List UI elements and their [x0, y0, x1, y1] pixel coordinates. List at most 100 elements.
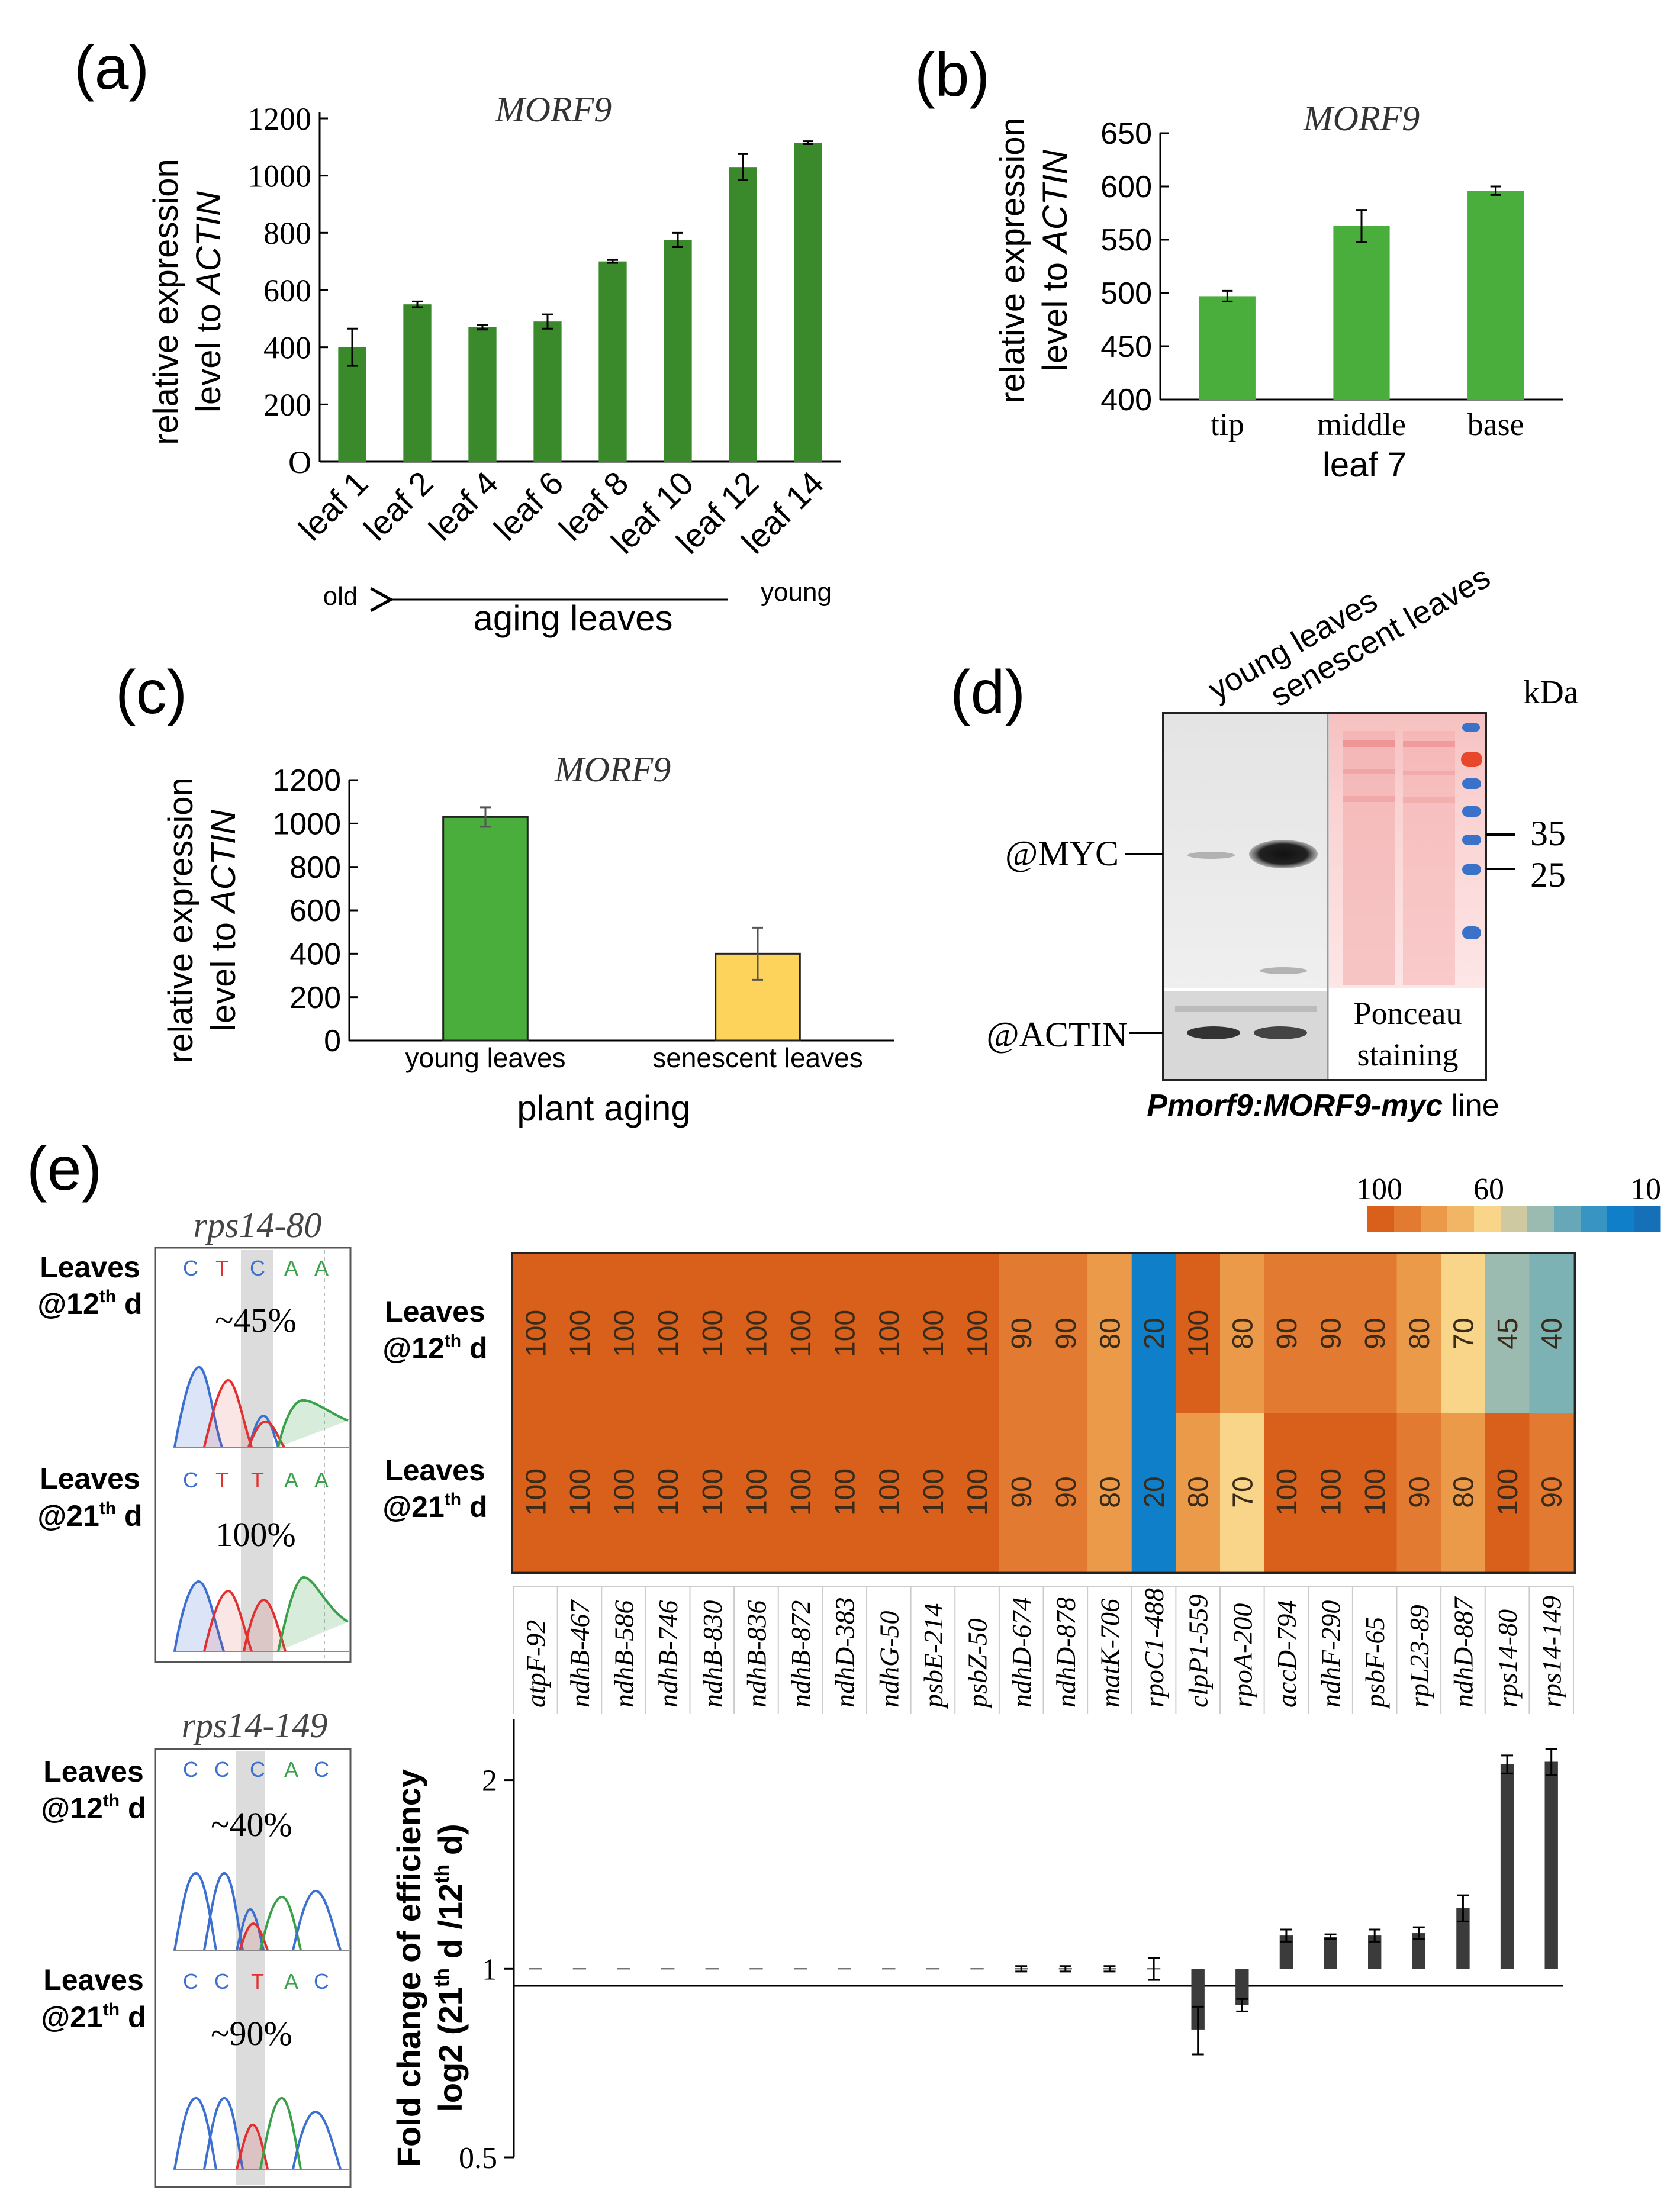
chrom2-row2-trace-green [259, 2097, 302, 2170]
heatmap-cell [1396, 1413, 1441, 1572]
colorbar-swatch [1581, 1206, 1608, 1232]
actin-band-young [1187, 1026, 1240, 1039]
colorbar-label: 60 [1473, 1173, 1504, 1206]
heatmap-value: 100 [697, 1468, 729, 1516]
panel-e-heatmap: 100 60 10 100 100 100 100 100 100 100 100 100 100 10… [382, 1173, 1661, 1714]
heatmap-cell [1220, 1254, 1265, 1413]
y-tick-label: 200 [289, 981, 341, 1015]
heatmap-value: 100 [786, 1468, 817, 1516]
heatmap-cell [1131, 1413, 1176, 1572]
heatmap-column-label: ndhD-383 [830, 1597, 860, 1708]
ladder-band-top [1462, 723, 1480, 732]
chrom2-row2-percent: ~90% [211, 2014, 292, 2053]
x-tick-label: tip [1211, 407, 1244, 442]
bar [1333, 226, 1390, 400]
heatmap-value: 100 [963, 1468, 994, 1516]
bar [749, 1968, 763, 1970]
heatmap-column-label: ndhB-872 [786, 1600, 816, 1708]
x-tick-label: leaf 4 [421, 464, 505, 547]
x-tick-label: leaf 6 [487, 464, 570, 547]
chrom2-row2-trace-blue3 [292, 2111, 342, 2170]
heatmap-cell [999, 1413, 1044, 1572]
base-call: A [284, 1969, 298, 1993]
y-tick-label: 400 [1100, 383, 1152, 417]
heatmap-cell [513, 1254, 558, 1413]
ladder-band-red [1461, 752, 1482, 767]
heatmap-cell [778, 1413, 823, 1572]
heatmap-value: 100 [520, 1468, 552, 1516]
bar [598, 261, 627, 462]
chart-b-ylabel-line1: relative expression [993, 117, 1032, 404]
y-tick-label: 400 [263, 330, 311, 366]
chrom2-row2-trace-blue2 [203, 2097, 244, 2170]
base-call: A [314, 1468, 329, 1492]
y-tick-label: 550 [1100, 223, 1152, 257]
heatmap-frame [511, 1252, 1576, 1574]
heatmap-cell [601, 1254, 646, 1413]
heatmap-value: 20 [1139, 1318, 1170, 1349]
base-call: C [250, 1256, 265, 1280]
chart-e-ylabel-sup1: th [431, 1968, 453, 1987]
base-call: T [251, 1969, 264, 1993]
heatmap-column-label: atpF-92 [520, 1620, 551, 1708]
heatmap-cell [1176, 1413, 1221, 1572]
heatmap-column-label: accD-794 [1272, 1600, 1302, 1708]
bar [1235, 1969, 1249, 2005]
heatmap-row-day-end: d [461, 1332, 487, 1365]
chrom1-row2-label: Leaves [40, 1462, 140, 1495]
bar [729, 167, 757, 462]
heatmap-value: 70 [1227, 1476, 1259, 1508]
heatmap-cell [1043, 1254, 1088, 1413]
chart-b-ylabel-line2: level to ACTIN [1036, 150, 1074, 371]
heatmap-column-label: ndhD-878 [1051, 1597, 1081, 1708]
chart-c-ylabel-line2: level to ACTIN [204, 810, 243, 1031]
chrom1-row2-percent: 100% [215, 1515, 295, 1554]
blot-myc-label: @MYC [1005, 834, 1119, 873]
base-call: C [214, 1757, 230, 1782]
heatmap-value: 100 [609, 1310, 641, 1357]
chrom1-row1-num: @12 [37, 1287, 99, 1320]
base-call: C [183, 1468, 198, 1492]
heatmap-column-label: psbZ-50 [963, 1618, 993, 1709]
heatmap-value: 100 [963, 1310, 994, 1357]
heatmap-value: 100 [830, 1468, 861, 1516]
heatmap-value: 80 [1183, 1476, 1215, 1508]
y-tick-label: 1200 [247, 101, 311, 137]
heatmap-value: 80 [1227, 1318, 1259, 1349]
heatmap-column-label: rpoA-200 [1227, 1603, 1257, 1708]
heatmap-column-label: psbF-65 [1360, 1617, 1390, 1709]
heatmap-cell [734, 1254, 779, 1413]
base-call: A [284, 1256, 298, 1280]
bar [794, 143, 822, 462]
colorbar-label: 100 [1356, 1173, 1402, 1206]
heatmap-cell [999, 1254, 1044, 1413]
heatmap-cell [1264, 1413, 1309, 1572]
colorbar-swatch [1447, 1206, 1475, 1232]
chrom2-frame [154, 1748, 352, 2188]
chrom1-row2-day: @21th d [37, 1499, 142, 1532]
heatmap-cell [822, 1413, 867, 1572]
heatmap-cell [1485, 1254, 1530, 1413]
chrom2-row2-label: Leaves [43, 1963, 144, 1996]
bar [882, 1968, 896, 1970]
heatmap-cell [513, 1413, 558, 1572]
heatmap-cell [1352, 1413, 1398, 1572]
base-call: C [183, 1969, 198, 1993]
y-tick-label: 650 [1100, 117, 1152, 151]
chrom2-title: rps14-149 [182, 1706, 328, 1745]
colorbar-label: 10 [1630, 1173, 1661, 1206]
y-tick-label: 0 [324, 1024, 341, 1058]
chrom2-row2-sup: th [103, 2000, 120, 2020]
panel-c-chart: MORF9 relative expression level to ACTIN… [162, 750, 894, 1128]
bar [617, 1968, 630, 1970]
ponceau-label-box [1329, 990, 1485, 1079]
ponceau-band-1 [1343, 740, 1395, 747]
blot-frame [1162, 712, 1487, 1081]
heatmap-row-day: @12th d [382, 1331, 487, 1365]
heatmap-column-label: psbE-214 [918, 1603, 948, 1709]
heatmap-cell [1352, 1254, 1398, 1413]
bar [970, 1968, 984, 1970]
base-call: C [250, 1757, 265, 1782]
heatmap-cell [1529, 1413, 1574, 1572]
